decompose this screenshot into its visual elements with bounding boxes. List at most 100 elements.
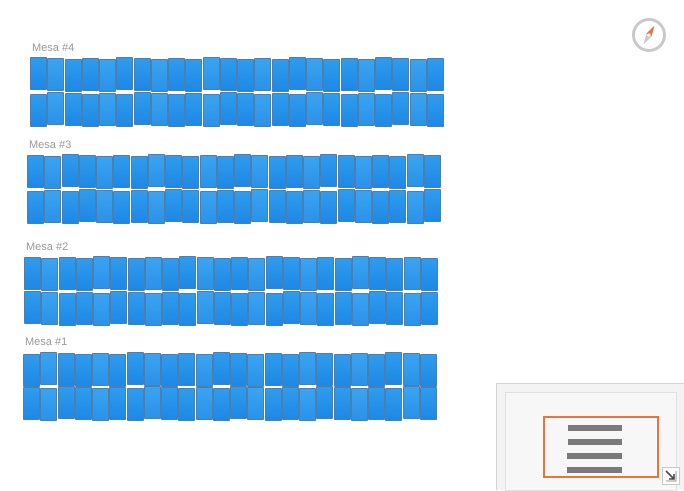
seat[interactable] [162,257,179,291]
seat[interactable] [351,352,368,386]
seat[interactable] [404,256,421,290]
seat[interactable] [299,352,316,385]
seat[interactable] [75,354,92,387]
seat[interactable] [110,291,127,324]
seat[interactable] [392,58,409,91]
seat[interactable] [168,94,185,127]
seat[interactable] [214,258,231,291]
seat[interactable] [23,353,40,387]
seat[interactable] [303,155,320,189]
seat[interactable] [351,388,368,421]
seat[interactable] [269,156,286,189]
seat[interactable] [316,353,333,386]
seat[interactable] [369,257,386,290]
seat[interactable] [109,353,126,387]
seat[interactable] [338,155,355,188]
seat[interactable] [76,291,93,325]
seat[interactable] [203,57,220,90]
seat[interactable] [420,354,437,387]
seat[interactable] [385,352,402,385]
seat[interactable] [151,93,168,126]
seat[interactable] [424,189,441,222]
seat[interactable] [185,58,202,92]
seat[interactable] [427,94,444,127]
seat[interactable] [161,387,178,420]
seat[interactable] [282,353,299,387]
seat[interactable] [372,191,389,224]
seat[interactable] [247,354,264,387]
seat[interactable] [299,387,316,421]
seat[interactable] [317,256,334,290]
seat[interactable] [196,386,213,420]
seat[interactable] [220,58,237,91]
seat[interactable] [62,190,79,224]
seat[interactable] [59,293,76,326]
seat[interactable] [341,94,358,127]
seat[interactable] [131,189,148,223]
seat[interactable] [148,154,165,187]
seat[interactable] [213,352,230,385]
seat[interactable] [92,352,109,386]
seat[interactable] [213,387,230,421]
seat[interactable] [144,386,161,419]
seat[interactable] [200,154,217,188]
seat[interactable] [251,155,268,188]
seat[interactable] [283,291,300,324]
seat[interactable] [40,387,57,421]
seat[interactable] [185,92,202,126]
seat[interactable] [234,154,251,187]
seat[interactable] [179,292,196,326]
seat[interactable] [306,58,323,91]
seat[interactable] [23,386,40,420]
seat[interactable] [145,256,162,290]
seat[interactable] [392,92,409,125]
seat[interactable] [116,93,133,127]
seat[interactable] [24,257,41,290]
seat[interactable] [282,386,299,420]
seat[interactable] [200,191,217,224]
seat[interactable] [217,155,234,189]
seat[interactable] [217,189,234,223]
seat[interactable] [44,189,61,223]
seat[interactable] [420,387,437,420]
seat[interactable] [134,92,151,125]
seat[interactable] [62,154,79,187]
seat[interactable] [128,292,145,325]
seat[interactable] [286,191,303,224]
seat[interactable] [113,191,130,224]
seat[interactable] [404,293,421,326]
seat[interactable] [197,291,214,324]
seat[interactable] [375,57,392,90]
seat[interactable] [237,93,254,126]
seat[interactable] [44,155,61,189]
seat[interactable] [320,154,337,187]
seat[interactable] [109,386,126,420]
seat[interactable] [358,92,375,126]
seat[interactable] [316,386,333,419]
seat[interactable] [407,154,424,187]
seat[interactable] [300,292,317,325]
seat[interactable] [230,353,247,386]
seat[interactable] [79,189,96,222]
seat[interactable] [300,258,317,291]
seat[interactable] [352,256,369,289]
seat[interactable] [128,258,145,291]
seat[interactable] [323,93,340,126]
seat[interactable] [127,387,144,421]
seat[interactable] [289,57,306,90]
seat[interactable] [341,57,358,91]
seat[interactable] [410,93,427,126]
minimap[interactable] [505,392,677,491]
seat[interactable] [76,257,93,291]
seat[interactable] [334,387,351,420]
seat[interactable] [389,155,406,189]
seat[interactable] [424,155,441,188]
seat[interactable] [75,387,92,420]
seat[interactable] [161,354,178,387]
seat[interactable] [58,386,75,419]
seat[interactable] [368,386,385,420]
seat[interactable] [165,189,182,222]
seat[interactable] [59,256,76,290]
seat[interactable] [427,57,444,91]
seat[interactable] [248,291,265,325]
